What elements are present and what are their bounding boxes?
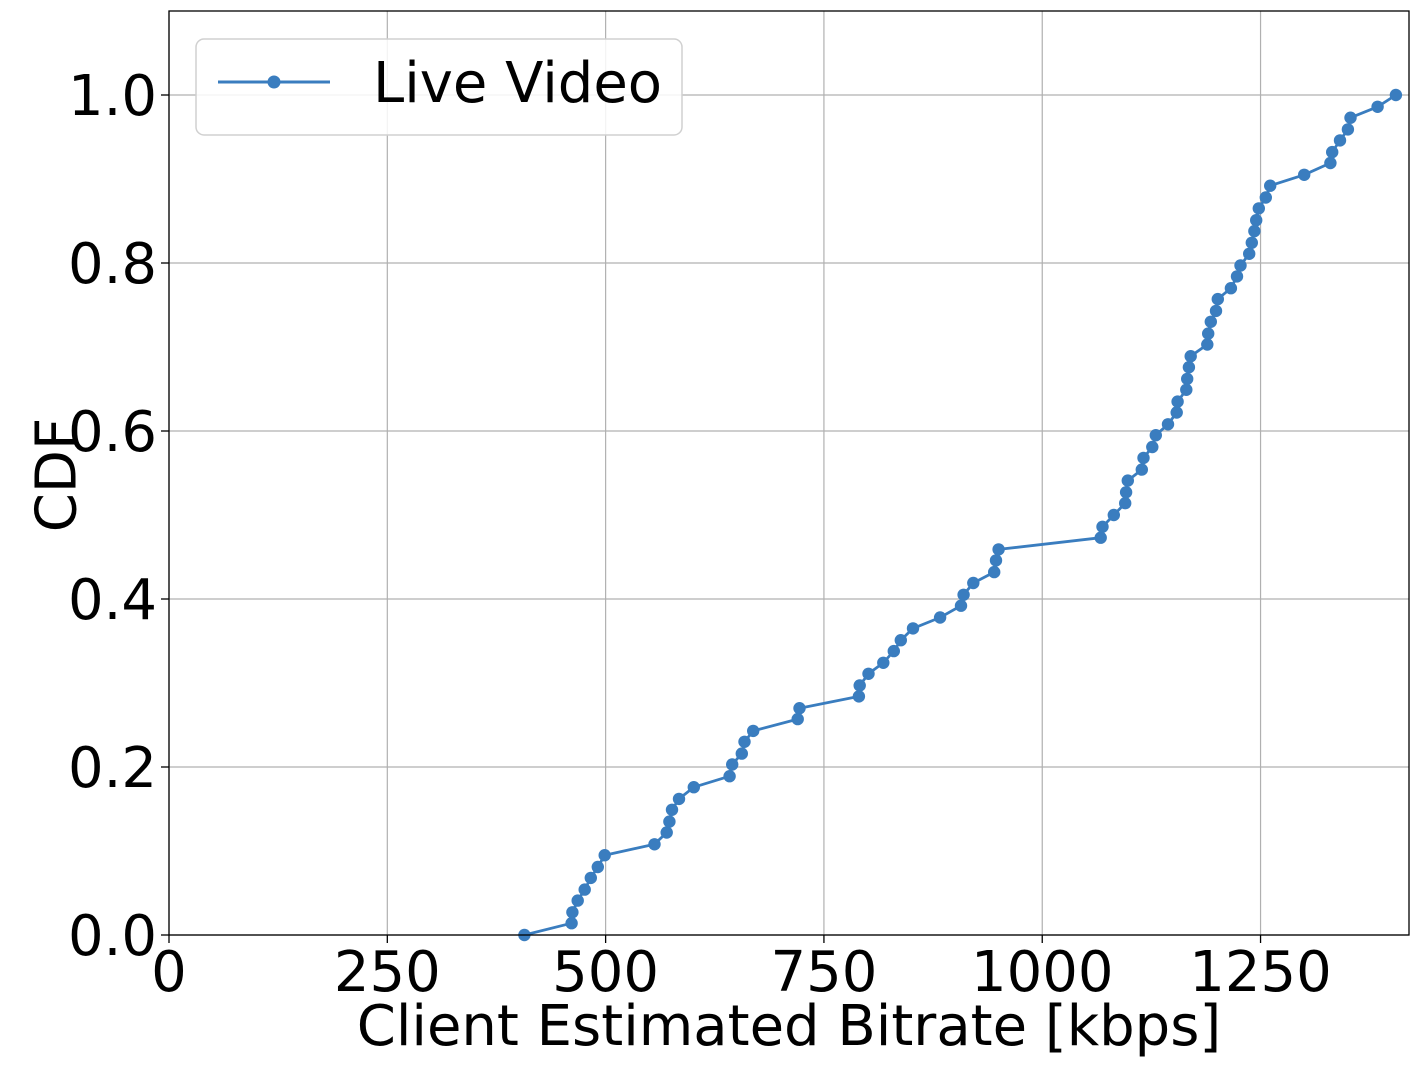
data-point bbox=[1204, 315, 1218, 328]
data-point bbox=[1119, 497, 1132, 510]
data-point bbox=[1107, 508, 1121, 522]
data-point bbox=[648, 838, 661, 851]
data-point bbox=[598, 849, 611, 862]
data-point bbox=[1135, 463, 1149, 476]
data-point bbox=[887, 644, 900, 658]
legend-box bbox=[195, 38, 683, 136]
y-tick-label: 1.0 bbox=[68, 64, 157, 129]
data-point bbox=[578, 883, 591, 896]
data-point bbox=[1181, 372, 1194, 386]
data-point bbox=[967, 576, 980, 590]
data-point bbox=[1171, 395, 1184, 408]
data-point bbox=[1252, 202, 1266, 215]
data-point bbox=[1344, 111, 1357, 124]
data-point bbox=[672, 792, 686, 806]
x-tick-label: 500 bbox=[552, 940, 659, 1005]
data-point bbox=[992, 543, 1005, 556]
data-point bbox=[852, 690, 866, 703]
data-point bbox=[1184, 350, 1197, 363]
x-axis-ticks: 0 250 500 750 1000 1250 bbox=[151, 935, 1332, 1005]
y-tick-label: 0.0 bbox=[68, 904, 157, 969]
data-point bbox=[1202, 327, 1215, 340]
data-point bbox=[1211, 292, 1225, 306]
data-point bbox=[793, 702, 806, 715]
data-point bbox=[665, 803, 679, 816]
data-point bbox=[660, 826, 673, 839]
data-point bbox=[988, 565, 1001, 579]
x-tick-label: 0 bbox=[151, 940, 187, 1005]
data-point bbox=[1264, 179, 1277, 192]
data-point bbox=[894, 634, 907, 647]
data-point bbox=[723, 770, 736, 783]
data-point bbox=[1180, 383, 1193, 396]
x-tick-label: 1250 bbox=[1189, 940, 1332, 1005]
data-point bbox=[726, 758, 739, 771]
data-point bbox=[663, 815, 676, 828]
data-point bbox=[735, 747, 748, 760]
data-point bbox=[1096, 520, 1109, 533]
y-tick-label: 0.6 bbox=[68, 400, 157, 465]
data-point bbox=[1137, 451, 1150, 465]
data-point bbox=[1259, 191, 1273, 204]
data-point bbox=[1121, 474, 1135, 487]
data-point bbox=[1389, 88, 1403, 102]
data-point bbox=[1243, 247, 1256, 260]
data-point bbox=[1371, 100, 1384, 114]
data-point bbox=[1201, 338, 1214, 351]
data-point bbox=[1209, 304, 1223, 318]
data-point bbox=[989, 554, 1003, 567]
x-tick-label: 1000 bbox=[971, 940, 1114, 1005]
data-point bbox=[738, 735, 751, 748]
data-point bbox=[1161, 418, 1175, 431]
data-point bbox=[1094, 531, 1107, 544]
data-point bbox=[1298, 168, 1311, 181]
data-point bbox=[1146, 440, 1159, 454]
legend-marker-sample bbox=[267, 75, 281, 89]
data-point bbox=[877, 656, 890, 669]
data-point bbox=[1248, 224, 1261, 238]
y-axis-label: CDF bbox=[25, 418, 90, 532]
series-layer bbox=[518, 88, 1403, 942]
data-point bbox=[1245, 236, 1259, 249]
data-point bbox=[933, 611, 947, 624]
data-point bbox=[954, 599, 968, 612]
data-point bbox=[584, 871, 597, 885]
data-point bbox=[566, 906, 579, 919]
data-point bbox=[1333, 134, 1347, 147]
x-axis-label: Client Estimated Bitrate [kbps] bbox=[357, 994, 1222, 1059]
data-point bbox=[1224, 282, 1238, 295]
data-point bbox=[862, 667, 875, 680]
data-point bbox=[906, 622, 920, 635]
data-point bbox=[1326, 145, 1339, 159]
data-point bbox=[1324, 156, 1337, 170]
data-point bbox=[791, 712, 804, 726]
data-point bbox=[1119, 486, 1133, 499]
data-point bbox=[591, 860, 604, 874]
legend: Live Video bbox=[195, 38, 683, 136]
data-point bbox=[1170, 406, 1183, 419]
data-point bbox=[1230, 270, 1244, 283]
legend-entry-live-video: Live Video bbox=[373, 51, 662, 116]
x-tick-label: 750 bbox=[770, 940, 877, 1005]
y-tick-label: 0.8 bbox=[68, 232, 157, 297]
data-point bbox=[571, 894, 584, 907]
data-point bbox=[957, 588, 970, 601]
data-point bbox=[1234, 259, 1247, 272]
data-point bbox=[853, 679, 866, 692]
data-point bbox=[1149, 429, 1163, 442]
y-axis-ticks: 0.0 0.2 0.4 0.6 0.8 1.0 bbox=[68, 64, 169, 969]
data-point bbox=[747, 724, 760, 738]
data-point bbox=[1182, 361, 1196, 374]
data-point bbox=[1341, 123, 1355, 136]
x-tick-label: 250 bbox=[334, 940, 441, 1005]
y-tick-label: 0.2 bbox=[68, 736, 157, 801]
data-point bbox=[1250, 214, 1263, 227]
data-point bbox=[687, 781, 700, 794]
plot-frame bbox=[168, 10, 1410, 936]
y-tick-label: 0.4 bbox=[68, 568, 157, 633]
data-point bbox=[565, 917, 578, 930]
